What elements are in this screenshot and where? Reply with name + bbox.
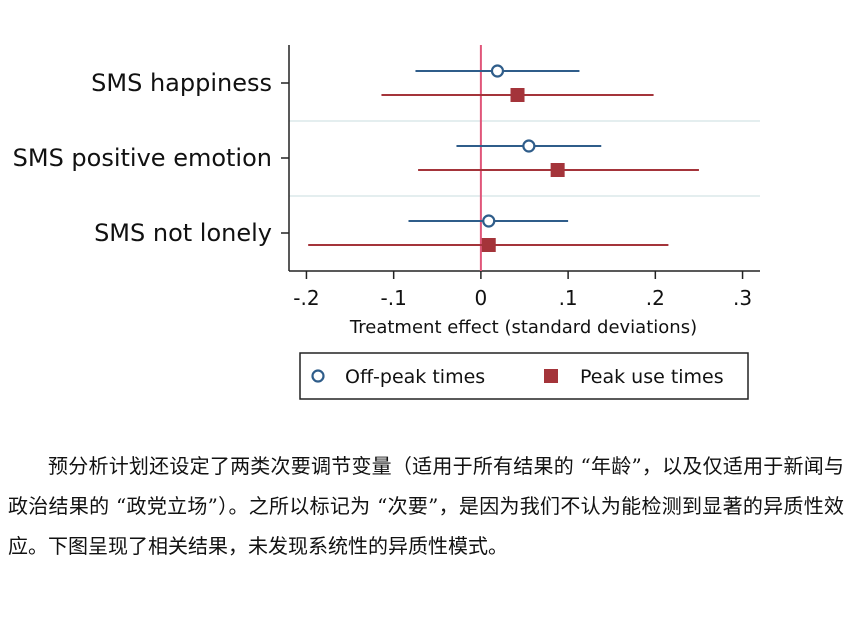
body-paragraph: 预分析计划还设定了两类次要调节变量（适用于所有结果的 “年龄”，以及仅适用于新闻… <box>8 454 844 558</box>
y-tick-label: SMS not lonely <box>94 219 272 247</box>
point-estimate-off-peak <box>522 139 536 153</box>
point-estimate-off-peak <box>482 214 496 228</box>
legend-marker-off-peak <box>311 369 325 383</box>
x-tick-label: 0 <box>475 286 488 310</box>
legend-label-off-peak: Off-peak times <box>345 366 485 388</box>
legend-box <box>299 352 749 400</box>
legend-label-peak: Peak use times <box>580 366 724 388</box>
point-estimate-peak <box>481 238 496 252</box>
chart-svg: SMS happiness SMS positive emotion SMS not… <box>13 45 760 400</box>
point-estimate-off-peak <box>490 64 505 78</box>
x-tick-label: .1 <box>559 286 578 310</box>
x-tick-label: -.1 <box>381 286 407 310</box>
y-tick-label: SMS happiness <box>91 69 272 97</box>
y-tick-label: SMS positive emotion <box>13 144 272 172</box>
point-estimate-peak <box>550 163 565 177</box>
legend-marker-peak <box>544 369 558 383</box>
x-axis-label: Treatment effect (standard deviations) <box>349 317 697 338</box>
x-tick-label: .2 <box>646 286 665 310</box>
x-tick-label: .3 <box>733 286 752 310</box>
point-estimate-peak <box>510 88 525 102</box>
coefficient-plot: SMS happiness SMS positive emotion SMS not… <box>13 45 760 400</box>
x-tick-label: -.2 <box>293 286 319 310</box>
